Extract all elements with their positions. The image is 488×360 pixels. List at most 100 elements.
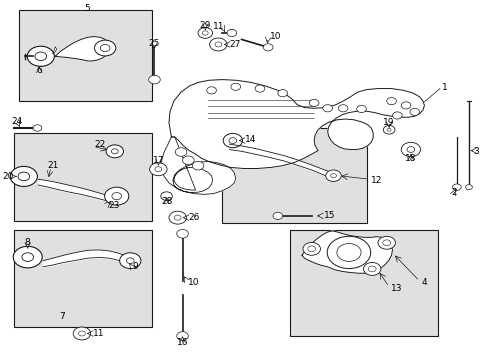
Text: 13: 13	[390, 284, 401, 293]
Circle shape	[223, 134, 242, 148]
Circle shape	[322, 105, 332, 112]
Circle shape	[104, 187, 128, 205]
Circle shape	[406, 147, 414, 152]
Text: 22: 22	[94, 140, 105, 149]
Text: 19: 19	[383, 118, 394, 127]
Bar	[14, 230, 152, 327]
Circle shape	[175, 148, 186, 156]
Circle shape	[377, 236, 395, 249]
Circle shape	[148, 75, 160, 84]
Circle shape	[176, 229, 188, 238]
Circle shape	[465, 185, 471, 190]
Text: 14: 14	[244, 135, 256, 144]
Circle shape	[386, 98, 396, 105]
Text: 5: 5	[84, 4, 89, 13]
Bar	[222, 128, 366, 223]
Circle shape	[79, 331, 85, 336]
Text: 4: 4	[421, 278, 427, 287]
Circle shape	[356, 105, 366, 113]
Circle shape	[111, 149, 118, 154]
Circle shape	[263, 44, 272, 51]
Polygon shape	[302, 231, 392, 273]
Text: 20: 20	[3, 172, 14, 181]
Text: 11: 11	[92, 329, 104, 338]
Circle shape	[161, 192, 172, 201]
Circle shape	[336, 243, 360, 261]
Circle shape	[35, 52, 46, 60]
Text: 2: 2	[451, 188, 456, 197]
Text: 10: 10	[269, 32, 281, 41]
Circle shape	[155, 167, 162, 172]
Circle shape	[338, 105, 347, 112]
Circle shape	[18, 172, 30, 181]
Text: 8: 8	[25, 238, 31, 247]
Circle shape	[192, 161, 203, 170]
Circle shape	[277, 90, 287, 97]
Circle shape	[386, 129, 390, 131]
Text: 29: 29	[199, 21, 210, 30]
Text: 24: 24	[12, 117, 23, 126]
Text: 25: 25	[148, 39, 160, 48]
Circle shape	[451, 184, 460, 190]
Bar	[19, 10, 152, 101]
Circle shape	[228, 138, 236, 143]
Text: 18: 18	[405, 154, 416, 163]
Circle shape	[126, 258, 134, 264]
Circle shape	[120, 253, 141, 269]
Text: 28: 28	[161, 197, 172, 206]
Bar	[14, 134, 152, 221]
Circle shape	[202, 31, 208, 35]
Circle shape	[330, 174, 336, 178]
Polygon shape	[162, 137, 235, 194]
Text: 27: 27	[229, 40, 241, 49]
Text: 12: 12	[370, 176, 382, 185]
Circle shape	[226, 30, 236, 37]
Circle shape	[176, 332, 188, 340]
Text: 6: 6	[37, 66, 42, 75]
Polygon shape	[55, 37, 110, 61]
Circle shape	[326, 236, 370, 269]
Circle shape	[363, 262, 380, 275]
Text: 3: 3	[472, 147, 478, 156]
Circle shape	[206, 87, 216, 94]
Circle shape	[27, 46, 54, 66]
Circle shape	[307, 246, 315, 252]
Circle shape	[392, 112, 401, 119]
Circle shape	[325, 170, 341, 181]
Text: 17: 17	[152, 156, 164, 165]
Text: 26: 26	[188, 213, 199, 222]
Circle shape	[409, 108, 419, 116]
Text: 21: 21	[47, 161, 59, 170]
Circle shape	[383, 126, 394, 134]
Text: 11: 11	[212, 22, 224, 31]
Circle shape	[215, 42, 221, 47]
Circle shape	[33, 125, 41, 131]
Circle shape	[169, 211, 186, 224]
Circle shape	[100, 44, 110, 51]
Circle shape	[10, 166, 37, 186]
Circle shape	[182, 156, 194, 165]
Circle shape	[309, 99, 318, 107]
Circle shape	[73, 327, 90, 340]
Circle shape	[255, 85, 264, 92]
Text: 9: 9	[132, 262, 138, 271]
Circle shape	[106, 145, 123, 158]
Polygon shape	[169, 80, 424, 168]
Text: 23: 23	[108, 201, 120, 210]
Circle shape	[94, 40, 116, 56]
Text: 7: 7	[60, 312, 65, 321]
Circle shape	[112, 193, 122, 200]
Circle shape	[303, 242, 320, 255]
Text: 15: 15	[323, 211, 335, 220]
Text: 16: 16	[177, 338, 188, 347]
Circle shape	[13, 246, 42, 268]
Text: 1: 1	[442, 83, 447, 92]
Circle shape	[382, 240, 390, 246]
Circle shape	[198, 28, 212, 39]
Circle shape	[230, 83, 240, 90]
Circle shape	[272, 212, 282, 220]
Circle shape	[149, 163, 167, 176]
Circle shape	[174, 215, 181, 220]
Text: 10: 10	[188, 278, 200, 287]
Circle shape	[400, 142, 420, 157]
